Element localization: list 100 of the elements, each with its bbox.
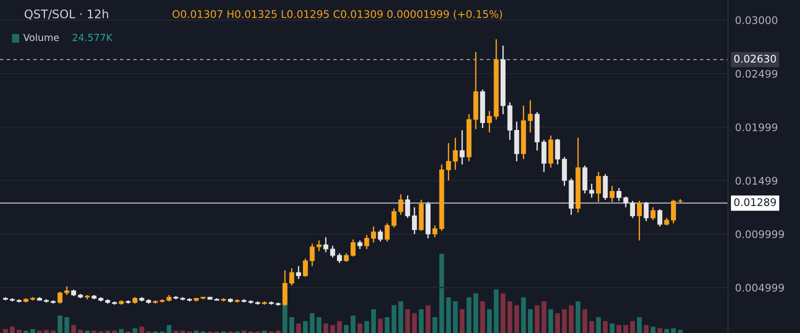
bar [507,301,512,333]
candlestick [337,252,342,264]
candlestick [460,130,465,166]
bar [439,254,444,333]
candlestick [316,240,322,252]
bar [10,326,15,333]
bar [466,297,472,333]
bar [568,305,574,333]
bar [644,325,649,333]
candlestick [446,142,451,182]
legend-label: Volume [23,34,59,42]
candlestick [452,137,458,170]
bar [392,305,396,333]
bar [323,323,328,333]
y-tick-label: 0.03000 [736,16,778,24]
y-tick-label: 0.009999 [736,230,784,238]
bar [344,325,349,333]
bar [500,293,506,333]
bar [446,297,451,333]
bar [664,329,670,333]
annotation: O0.01307 H0.01325 L0.01295 C0.01309 0.00001999 (+0.15%) [172,10,502,20]
bar [78,330,83,333]
bar [494,289,499,333]
bar [132,328,138,333]
bar [589,321,594,333]
candlestick [412,206,417,235]
candlestick [296,265,302,280]
bar [426,305,430,333]
bar [576,301,580,333]
candlestick [364,234,370,250]
bar [310,313,315,333]
y-tick-label: 0.004999 [736,284,784,292]
bar [528,309,533,333]
bar [330,325,336,333]
candlestick [371,226,376,244]
bar [473,293,478,333]
bar [384,317,390,333]
bar [364,321,370,333]
candlestick [602,173,608,200]
bar [64,317,70,333]
candlestick [596,171,601,203]
candlestick [657,208,662,228]
candlestick [378,229,383,242]
bar [16,330,22,333]
bar [350,316,356,333]
candlestick [384,222,390,242]
bar [405,309,410,333]
candlestick [58,291,62,304]
bar [582,309,588,333]
candlestick [528,100,533,133]
bar [650,326,656,333]
bar [671,328,676,333]
bar [521,297,526,333]
candlestick [644,201,649,222]
bar [616,325,622,333]
bar [139,326,144,333]
bar [371,309,376,333]
candlestick [548,134,554,168]
bar [514,305,520,333]
y-tick-label: 0.01499 [736,176,778,185]
bar [412,313,417,333]
bar [3,329,8,333]
y-tick-label: 0.01999 [736,123,778,132]
candlestick [671,199,676,224]
bar [30,329,36,333]
bar [358,323,362,333]
candlestick [678,198,683,204]
bar [602,321,608,333]
bar [166,325,172,333]
annotation: 24.577K [72,34,113,42]
candlestick [541,139,546,173]
bar [542,301,546,333]
bar [71,325,76,333]
candlestick [610,185,615,203]
bar [302,321,308,333]
bar [337,321,342,333]
bar [432,317,438,333]
text: QST/SOL · 12h [24,9,108,20]
candlestick [650,206,656,221]
bar [596,317,601,333]
bar [623,325,628,333]
y-tick-label: 0.02499 [736,70,778,78]
bar [452,301,458,333]
bar [316,317,322,333]
bar [534,305,540,333]
bar [555,313,560,333]
candlestick [555,138,560,166]
candlestick [392,208,396,228]
bar [630,321,635,333]
bar [118,329,124,333]
candlestick [398,194,404,216]
ref-line-label: 0.01289 [734,198,776,206]
bar [460,309,465,333]
candlestick [636,200,642,242]
bar [610,323,615,333]
bar [548,309,554,333]
bar [58,316,62,333]
bar [378,318,383,333]
bar [480,301,485,333]
bar [562,309,567,333]
